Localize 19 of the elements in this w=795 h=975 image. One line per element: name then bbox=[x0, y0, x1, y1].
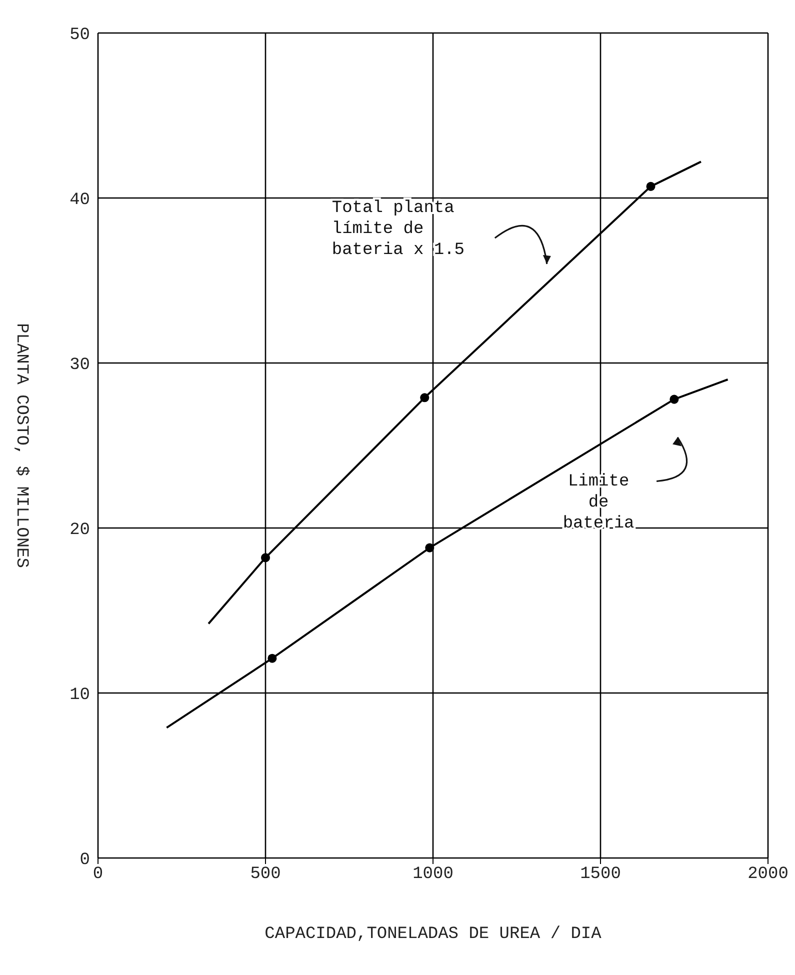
point bbox=[670, 394, 679, 404]
y-tick-label: 10 bbox=[70, 686, 90, 706]
y-axis-title: PLANTA COSTO, $ MILLONES bbox=[12, 323, 31, 568]
point bbox=[268, 654, 277, 663]
x-axis-title: CAPACIDAD,TONELADAS DE UREA / DIA bbox=[264, 925, 602, 944]
x-tick-label: 1500 bbox=[580, 865, 621, 884]
point bbox=[420, 393, 430, 402]
point bbox=[425, 543, 434, 552]
y-tick-label: 20 bbox=[70, 521, 90, 540]
y-tick-label: 30 bbox=[70, 356, 90, 376]
x-tick-label: 0 bbox=[92, 865, 104, 884]
x-tick-label: 1000 bbox=[412, 865, 454, 884]
y-tick-label: 0 bbox=[80, 851, 90, 870]
x-tick-label: 500 bbox=[250, 865, 281, 884]
point bbox=[646, 182, 656, 191]
y-tick-label: 50 bbox=[70, 26, 90, 46]
x-tick-label: 2000 bbox=[748, 865, 788, 884]
y-tick-label: 40 bbox=[70, 191, 90, 210]
point bbox=[260, 553, 270, 562]
